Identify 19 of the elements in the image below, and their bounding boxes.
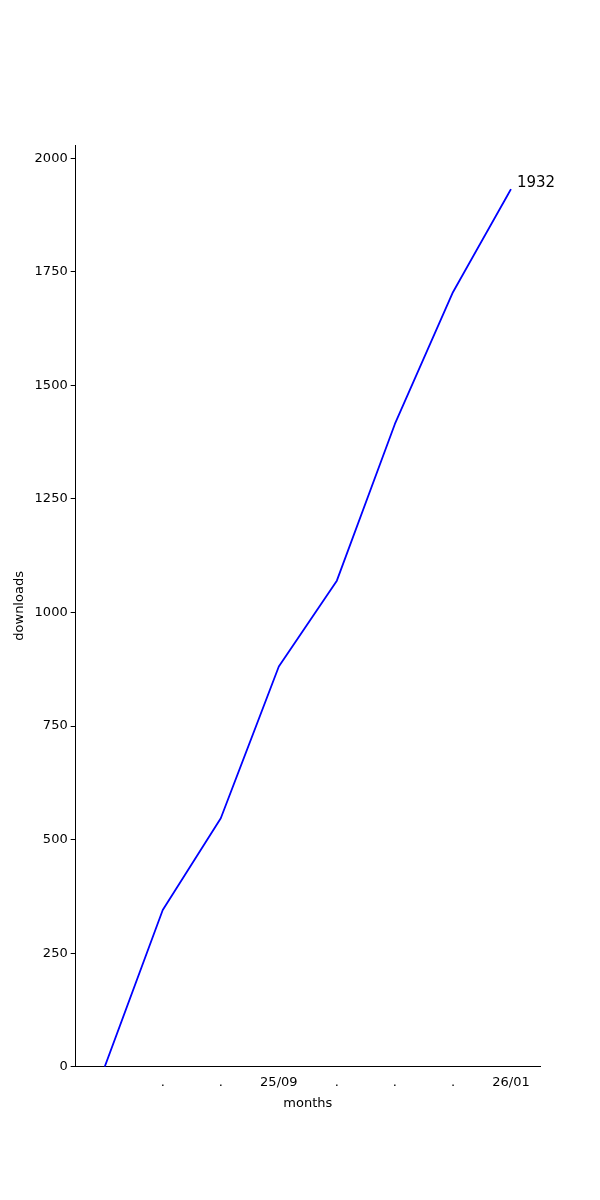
y-tick-label: 1250 [34, 490, 68, 506]
y-tick-label: 0 [59, 1058, 68, 1074]
y-tick-label: 1750 [34, 263, 68, 279]
x-tick-label: 25/09 [260, 1073, 298, 1089]
y-tick-label: 1000 [34, 603, 68, 619]
y-tick-label: 2000 [34, 149, 68, 165]
x-axis-title: months [283, 1094, 333, 1110]
y-tick-label: 250 [42, 944, 68, 960]
x-tick-label: . [392, 1073, 397, 1089]
x-tick-label: . [450, 1073, 456, 1089]
y-tick-label: 500 [42, 831, 68, 847]
x-tick-label: 26/01 [492, 1073, 530, 1089]
y-axis-title: downloads [11, 570, 27, 641]
x-tick-label: . [218, 1073, 223, 1089]
y-tick-label: 1500 [34, 376, 68, 392]
x-tick-label: . [334, 1073, 339, 1089]
x-tick-label: . [160, 1073, 165, 1089]
y-tick-label: 750 [42, 717, 68, 733]
data-label: 1932 [516, 172, 556, 191]
